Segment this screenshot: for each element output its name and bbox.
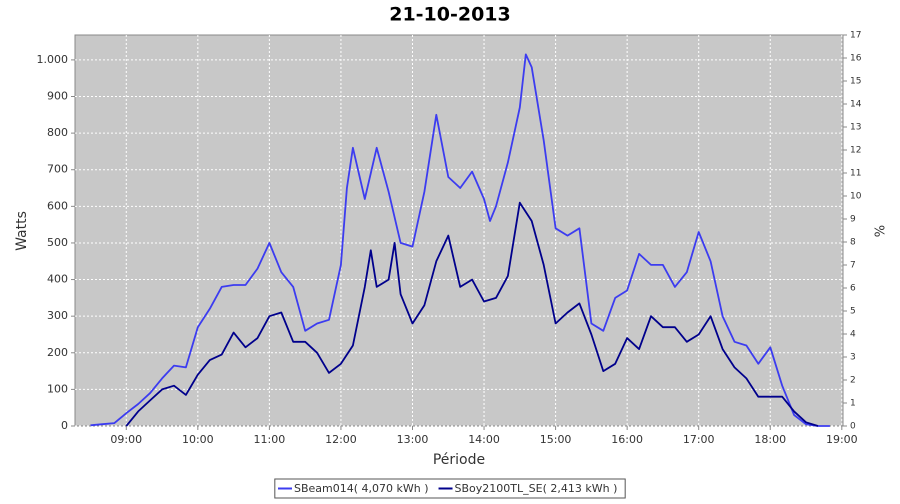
x-tick-label: 15:00 (540, 433, 572, 446)
y2-tick-label: 3 (850, 353, 856, 363)
y2-tick-label: 2 (850, 376, 856, 386)
line-series (90, 53, 830, 427)
y2-tick-label: 8 (850, 238, 856, 248)
legend-label: SBeam014( 4,070 kWh ) (294, 482, 429, 495)
y-tick-label: 800 (47, 126, 68, 139)
y2-tick-label: 6 (850, 284, 856, 294)
y2-tick-label: 10 (850, 192, 862, 202)
y-tick-label: 500 (47, 236, 68, 249)
y-tick-label: 1.000 (37, 53, 69, 66)
x-tick-label: 09:00 (110, 433, 142, 446)
x-tick-label: 17:00 (683, 433, 715, 446)
y-tick-label: 900 (47, 90, 68, 103)
y-tick-label: 600 (47, 199, 68, 212)
x-tick-label: 10:00 (182, 433, 214, 446)
y-tick-label: 0 (61, 419, 68, 432)
x-tick-label: 13:00 (397, 433, 429, 446)
y2-tick-label: 5 (850, 307, 856, 317)
y-tick-label: 700 (47, 163, 68, 176)
x-tick-label: 14:00 (468, 433, 500, 446)
y2-tick-label: 7 (850, 261, 856, 271)
y2-tick-label: 12 (850, 146, 861, 156)
y2-tick-label: 14 (850, 100, 862, 110)
y2-tick-label: 16 (850, 54, 862, 64)
y2-tick-label: 13 (850, 123, 861, 133)
y-tick-label: 400 (47, 273, 68, 286)
x-tick-label: 12:00 (325, 433, 357, 446)
y2-tick-label: 1 (850, 399, 856, 409)
y-tick-label: 300 (47, 309, 68, 322)
y2-tick-label: 15 (850, 77, 861, 87)
y2-tick-label: 4 (850, 330, 856, 340)
y-tick-label: 100 (47, 382, 68, 395)
y2-tick-label: 0 (850, 422, 856, 432)
x-tick-label: 19:00 (826, 433, 858, 446)
y-axis-label: Watts (14, 211, 30, 251)
y-tick-label: 200 (47, 346, 68, 359)
line-series (125, 201, 819, 427)
x-tick-label: 18:00 (754, 433, 786, 446)
x-tick-label: 16:00 (611, 433, 643, 446)
y2-tick-label: 9 (850, 215, 856, 225)
y2-axis-label: % (874, 225, 889, 237)
legend-label: SBoy2100TL_SE( 2,413 kWh ) (455, 482, 618, 495)
chart-title: 21-10-2013 (389, 4, 511, 26)
x-axis-label: Période (433, 452, 485, 468)
plot-area (74, 34, 844, 427)
y2-tick-label: 11 (850, 169, 861, 179)
y2-tick-label: 17 (850, 31, 861, 41)
x-tick-label: 11:00 (254, 433, 286, 446)
